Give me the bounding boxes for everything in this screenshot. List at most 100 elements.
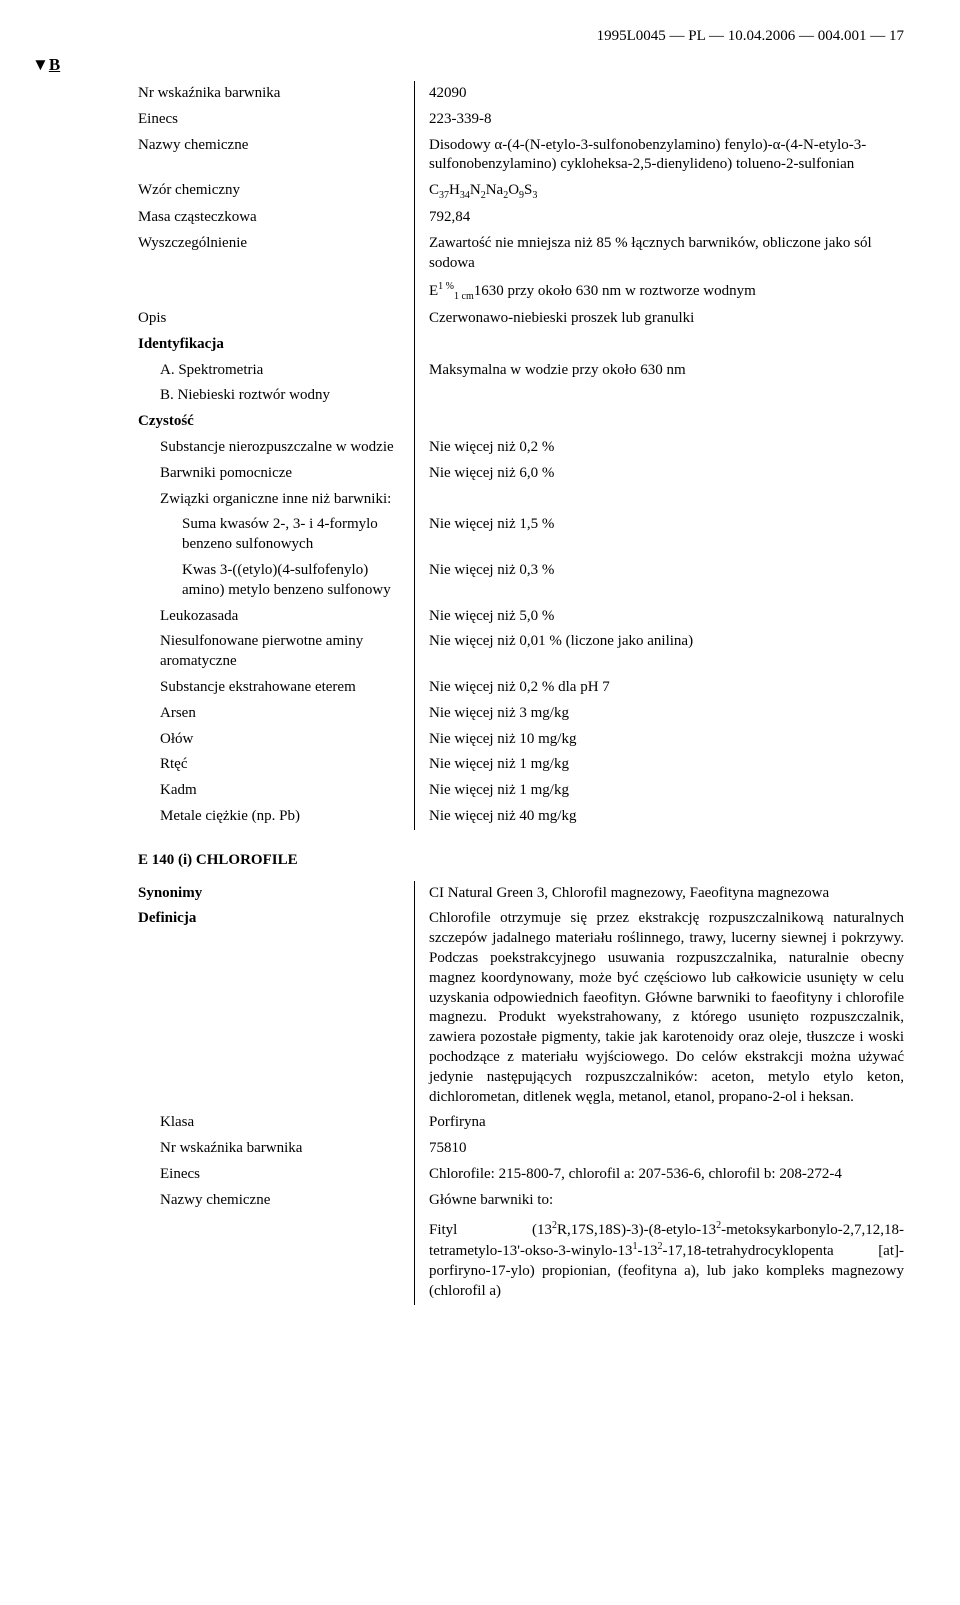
section-heading-row: Identyfikacja [138,332,904,358]
row-label-text: Barwniki pomocnicze [138,464,404,484]
subscript: 9 [519,190,524,201]
row-value: Nie więcej niż 5,0 % [415,604,905,630]
opis-value: Czerwonawo-niebieski proszek lub granulk… [415,306,905,332]
row-label-text: Leukozasada [138,607,404,627]
superscript: 2 [716,1220,721,1231]
row-value: Nie więcej niż 1,5 % [415,512,905,558]
superscript: 2 [658,1241,663,1252]
table-row: Synonimy CI Natural Green 3, Chlorofil m… [138,881,904,907]
subscript: 2 [503,190,508,201]
row-value: Nie więcej niż 1 mg/kg [415,752,905,778]
row-value: Nie więcej niż 0,01 % (liczone jako anil… [415,629,905,675]
table-row: Masa cząsteczkowa792,84 [138,205,904,231]
row-label: B. Niebieski roztwór wodny [138,383,415,409]
row-label: Metale ciężkie (np. Pb) [138,804,415,830]
row-label: Einecs [138,107,415,133]
row-label-text: Substancje ekstrahowane eterem [138,678,404,698]
row-label: Substancje nierozpuszczalne w wodzie [138,435,415,461]
table-row: Nr wskaźnika barwnika42090 [138,81,904,107]
row-label-text: Metale ciężkie (np. Pb) [138,807,404,827]
row-value [415,487,905,513]
spec-table-1: Nr wskaźnika barwnika42090Einecs223-339-… [138,81,904,830]
row-label: Ołów [138,727,415,753]
row-label-text: Kadm [138,781,404,801]
row-value: Nie więcej niż 40 mg/kg [415,804,905,830]
row-label-text: Klasa [138,1113,404,1133]
table-row: B. Niebieski roztwór wodny [138,383,904,409]
table-row: Niesulfonowane pierwotne aminy aromatycz… [138,629,904,675]
fityl-formula: Fityl (132R,17S,18S)-3)-(8-etylo-132-met… [429,1219,904,1302]
row-label: Klasa [138,1110,415,1136]
table-row: OłówNie więcej niż 10 mg/kg [138,727,904,753]
table-row: Klasa Porfiryna [138,1110,904,1136]
row-label-text: Arsen [138,704,404,724]
marker-letter: B [49,55,60,74]
row-label: Nr wskaźnika barwnika [138,1136,415,1162]
table-row: Opis Czerwonawo-niebieski proszek lub gr… [138,306,904,332]
table-row: A. Spektrometria Maksymalna w wodzie przy… [138,358,904,384]
row-value: Porfiryna [415,1110,905,1136]
opis-label: Opis [138,306,415,332]
row-value: Nie więcej niż 3 mg/kg [415,701,905,727]
table-row: Wzór chemiczny C37H34N2Na2O9S3 [138,178,904,205]
row-value: Nie więcej niż 10 mg/kg [415,727,905,753]
synonimy-value: CI Natural Green 3, Chlorofil magnezowy,… [415,881,905,907]
row-label: Wyszczególnienie [138,231,415,277]
table-row: Związki organiczne inne niż barwniki: [138,487,904,513]
row-value [415,383,905,409]
row-label-text: Kwas 3-((etylo)(4-sulfofenylo) amino) me… [138,561,404,601]
row-value: Maksymalna w wodzie przy około 630 nm [415,358,905,384]
row-value: Nie więcej niż 0,2 % dla pH 7 [415,675,905,701]
row-label-text: A. Spektrometria [138,361,404,381]
table-row: E1 %1 cm1630 przy około 630 nm w roztwor… [138,277,904,306]
row-label: A. Spektrometria [138,358,415,384]
definicja-value: Chlorofile otrzymuje się przez ekstrakcj… [415,906,905,1110]
row-label-text: Einecs [138,1165,404,1185]
row-value: 792,84 [415,205,905,231]
synonimy-label: Synonimy [138,881,415,907]
section-marker: ▼B [32,55,904,75]
row-label: Barwniki pomocnicze [138,461,415,487]
empty-cell [138,277,415,306]
row-value: Chlorofile: 215-800-7, chlorofil a: 207-… [415,1162,905,1188]
empty-cell [415,332,905,358]
definicja-label: Definicja [138,906,415,1110]
row-label-text: B. Niebieski roztwór wodny [138,386,404,406]
table-row: KadmNie więcej niż 1 mg/kg [138,778,904,804]
row-value: 42090 [415,81,905,107]
superscript: 1 % [438,281,454,292]
row-value: Nie więcej niż 0,3 % [415,558,905,604]
identyfikacja-heading: Identyfikacja [138,332,415,358]
table-row: Einecs Chlorofile: 215-800-7, chlorofil a… [138,1162,904,1188]
row-label: Masa cząsteczkowa [138,205,415,231]
table-row: Arsen Nie więcej niż 3 mg/kg [138,701,904,727]
marker-prefix: ▼ [32,55,49,74]
table-row: Metale ciężkie (np. Pb) Nie więcej niż 40… [138,804,904,830]
nazwy-label: Nazwy chemiczne [138,1188,415,1305]
row-label-text: Nr wskaźnika barwnika [138,1139,404,1159]
row-value: Nie więcej niż 0,2 % [415,435,905,461]
row-label-text: Suma kwasów 2-, 3- i 4-formylo benzeno s… [138,515,404,555]
e-absorbance: E1 %1 cm1630 przy około 630 nm w roztwor… [415,277,905,306]
empty-cell [415,409,905,435]
formula-value: C37H34N2Na2O9S3 [415,178,905,205]
table-row: Nazwy chemiczne Główne barwniki to: Fity… [138,1188,904,1305]
e140-heading: E 140 (i) CHLOROFILE [138,852,904,869]
subscript: 34 [460,190,470,201]
table-row: Substancje nierozpuszczalne w wodzieNie … [138,435,904,461]
row-value: Zawartość nie mniejsza niż 85 % łącznych… [415,231,905,277]
table-row: Einecs223-339-8 [138,107,904,133]
subscript: 2 [481,190,486,201]
table-row: Nazwy chemiczneDisodowy α-(4-(N-etylo-3-… [138,133,904,179]
table-row: Definicja Chlorofile otrzymuje się przez… [138,906,904,1110]
row-label: Substancje ekstrahowane eterem [138,675,415,701]
czystosc-heading: Czystość [138,409,415,435]
table-row: RtęćNie więcej niż 1 mg/kg [138,752,904,778]
row-label: Kadm [138,778,415,804]
table-row: Suma kwasów 2-, 3- i 4-formylo benzeno s… [138,512,904,558]
row-label: Rtęć [138,752,415,778]
row-label: Związki organiczne inne niż barwniki: [138,487,415,513]
row-label: Leukozasada [138,604,415,630]
superscript: 2 [552,1220,557,1231]
nazwy-intro: Główne barwniki to: [429,1192,553,1208]
